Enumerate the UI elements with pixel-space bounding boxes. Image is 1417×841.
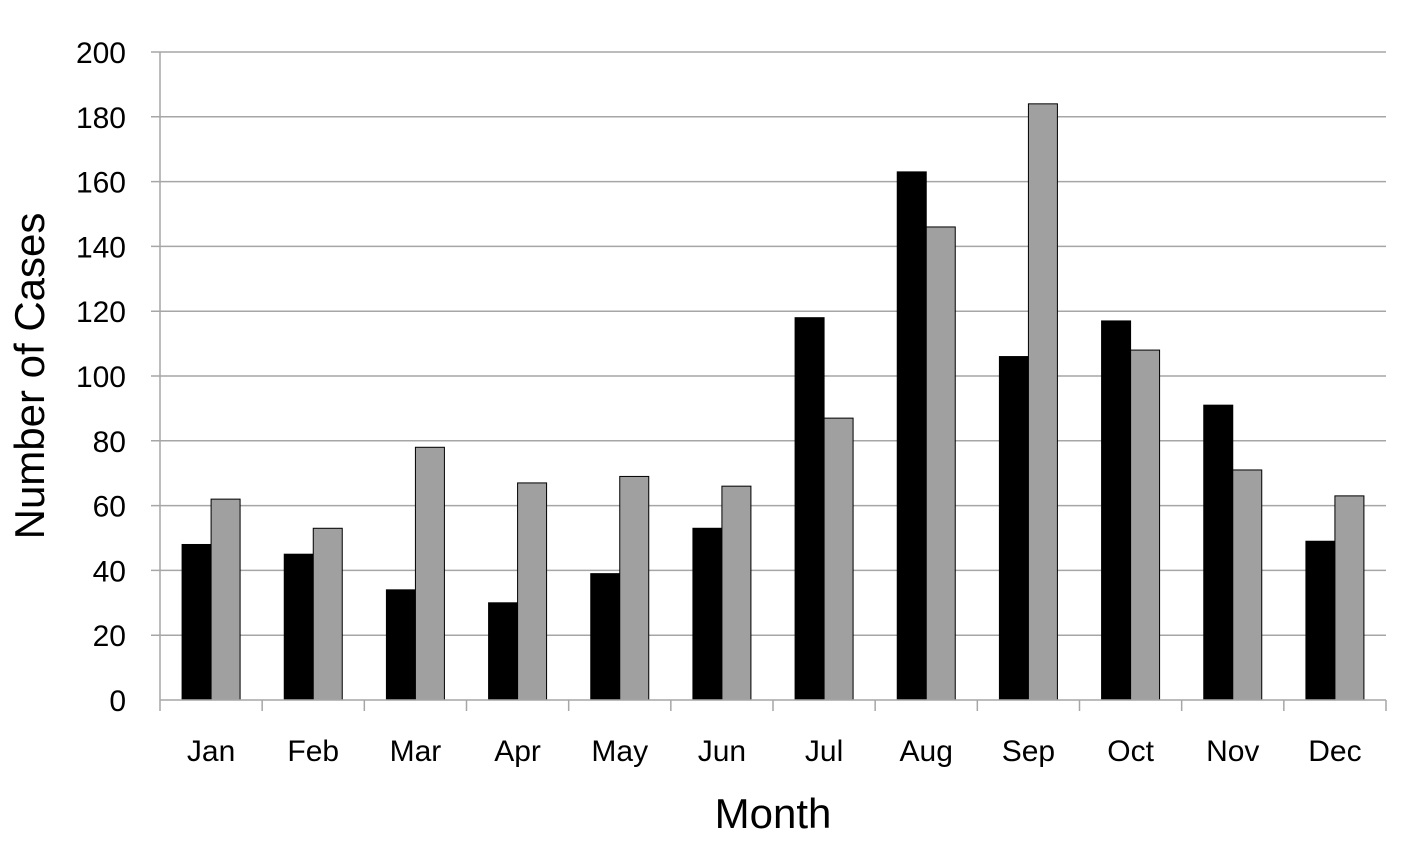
bar-series-2-jan: [210, 498, 241, 701]
x-tick-label: Mar: [390, 735, 442, 768]
bar-series-1-dec: [1305, 540, 1336, 701]
bar-series-2-aug: [925, 226, 956, 701]
bar-series-1-sep: [998, 356, 1029, 701]
x-tick-label: Dec: [1308, 735, 1361, 768]
x-axis-title: Month: [715, 790, 832, 837]
bar-series-2-feb: [312, 527, 343, 701]
x-tick-label: Aug: [900, 735, 953, 768]
bar-series-1-jun: [692, 527, 723, 701]
bar-series-2-may: [619, 475, 650, 701]
y-axis: 0 20 40 60 80 100 120 140 160 180 200: [76, 37, 161, 718]
bar-series-1-aug: [896, 171, 927, 701]
x-tick-label: Sep: [1002, 735, 1055, 768]
bar-series: [181, 103, 1365, 701]
bar-series-2-apr: [517, 482, 548, 701]
x-tick-label: Jan: [187, 735, 235, 768]
bar-series-1-feb: [283, 553, 314, 701]
y-tick-label: 160: [76, 167, 126, 200]
x-axis: Jan Feb Mar Apr May Jun Jul Aug Sep Oct Nov Dec: [159, 699, 1387, 768]
bar-series-2-mar: [414, 446, 445, 701]
y-tick-label: 120: [76, 296, 126, 329]
x-tick-label: Oct: [1107, 735, 1154, 768]
bar-series-1-jan: [181, 543, 212, 701]
bar-series-1-mar: [385, 589, 416, 701]
bar-series-2-nov: [1232, 469, 1263, 701]
y-tick-label: 0: [109, 685, 126, 718]
bar-series-2-jun: [721, 485, 752, 701]
x-tick-label: May: [591, 735, 648, 768]
x-tick-label: Feb: [287, 735, 339, 768]
bar-series-1-jul: [794, 317, 825, 701]
bar-series-2-oct: [1130, 349, 1161, 701]
gridlines: [151, 51, 1386, 636]
bar-series-1-nov: [1203, 404, 1234, 701]
y-tick-label: 60: [93, 491, 126, 524]
bar-series-2-sep: [1027, 103, 1058, 701]
bar-series-1-oct: [1101, 320, 1132, 701]
y-tick-label: 140: [76, 231, 126, 264]
y-tick-label: 180: [76, 102, 126, 135]
x-tick-label: Nov: [1206, 735, 1259, 768]
bar-series-1-may: [590, 573, 621, 701]
y-axis-title: Number of Cases: [6, 213, 53, 540]
y-tick-label: 20: [93, 620, 126, 653]
y-tick-label: 40: [93, 555, 126, 588]
y-tick-label: 100: [76, 361, 126, 394]
bar-series-2-jul: [823, 417, 854, 701]
x-tick-label: Apr: [494, 735, 541, 768]
x-tick-label: Jul: [805, 735, 843, 768]
y-tick-label: 80: [93, 426, 126, 459]
bar-series-1-apr: [488, 602, 519, 701]
x-tick-label: Jun: [698, 735, 746, 768]
y-tick-label: 200: [76, 37, 126, 70]
bar-series-2-dec: [1334, 495, 1365, 701]
